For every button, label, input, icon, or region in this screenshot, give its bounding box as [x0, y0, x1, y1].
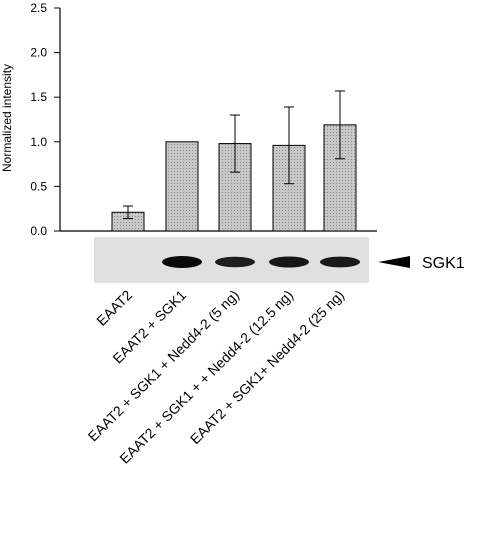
y-tick-label: 1.0: [30, 135, 47, 149]
y-tick-label: 2.5: [30, 1, 47, 15]
blot-label: SGK1: [422, 255, 465, 272]
error-bar: [284, 106, 294, 185]
western-blot-panel: [94, 237, 369, 283]
blot-arrow-icon: [378, 256, 410, 268]
error-bar: [230, 114, 240, 173]
blot-band: [320, 256, 360, 268]
y-axis-label: Normalized intensity: [0, 64, 14, 172]
error-bar: [123, 205, 133, 220]
y-tick-label: 2.0: [30, 46, 47, 60]
category-label: EAAT2: [93, 287, 135, 329]
blot-band: [269, 256, 309, 268]
y-tick-label: 0.0: [30, 224, 47, 238]
blot-band: [215, 256, 255, 268]
y-ticks: 0.0 0.5 1.0 1.5 2.0 2.5: [30, 1, 60, 238]
error-bar: [335, 90, 345, 160]
bars: [111, 124, 357, 232]
y-tick-label: 1.5: [30, 90, 47, 104]
bar: [165, 141, 199, 232]
blot-band: [162, 256, 202, 268]
error-bars: [123, 90, 345, 220]
y-tick-label: 0.5: [30, 179, 47, 193]
blot-bands: [162, 256, 360, 268]
